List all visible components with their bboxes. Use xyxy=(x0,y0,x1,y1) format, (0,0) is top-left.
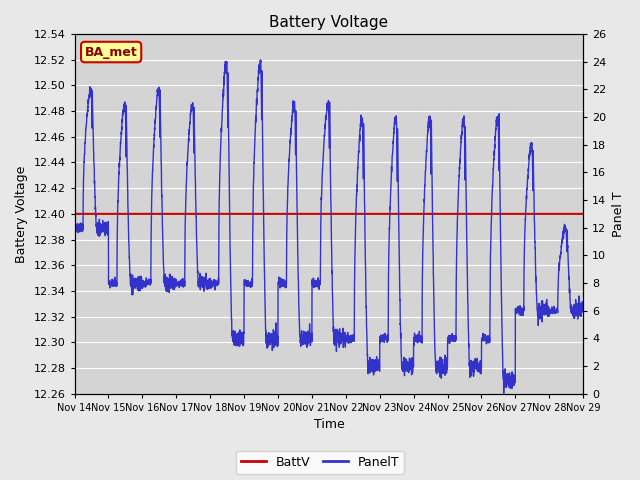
X-axis label: Time: Time xyxy=(314,419,344,432)
Text: BA_met: BA_met xyxy=(84,46,138,59)
Title: Battery Voltage: Battery Voltage xyxy=(269,15,388,30)
Y-axis label: Panel T: Panel T xyxy=(612,191,625,237)
Legend: BattV, PanelT: BattV, PanelT xyxy=(236,451,404,474)
Y-axis label: Battery Voltage: Battery Voltage xyxy=(15,165,28,263)
